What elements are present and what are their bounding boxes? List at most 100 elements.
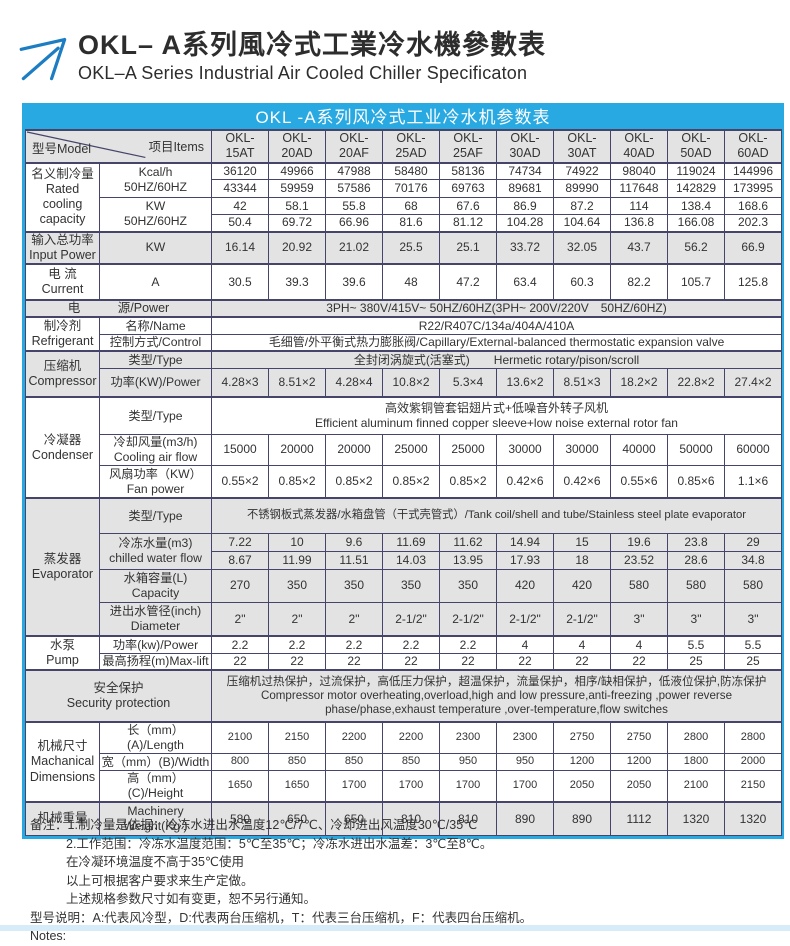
pump-power-value: 2.2 [382, 635, 440, 654]
compressor-power-value: 8.51×2 [268, 367, 326, 398]
max-lift-value: 22 [211, 652, 269, 671]
chilled-water-50hz-value: 19.6 [610, 532, 668, 552]
kw-50hz-value: 87.2 [553, 197, 611, 215]
kw-60hz-value: 104.28 [496, 214, 554, 232]
pipe-diameter-value: 2" [268, 601, 326, 637]
cooling-air-flow-value: 25000 [439, 433, 497, 466]
table-row: 功率(KW)/Power 4.28×3 8.51×2 4.28×4 10.8×2 5.3×… [26, 367, 782, 398]
sub-label-max-lift: 最高扬程(m)Max-lift [99, 652, 212, 671]
sub-label-type: 类型/Type [99, 350, 212, 369]
note-line: 以上可根据客户要求来生产定做。 [66, 873, 254, 888]
row-label-refrigerant: 制冷剂 Refrigerant [25, 316, 100, 352]
row-label-cooling-capacity: 名义制冷量 Rated cooling capacity [25, 161, 100, 232]
width-value: 1200 [553, 753, 611, 771]
unit-kw: KW 50HZ/60HZ [99, 197, 212, 232]
kcalh-50hz-value: 58136 [439, 161, 497, 180]
kcalh-60hz-value: 59959 [268, 179, 326, 198]
pump-power-value: 4 [553, 635, 611, 654]
row-label-compressor: 压缩机 Compressor [25, 350, 100, 398]
refrigerant-control-value: 毛细管/外平衡式热力膨胀阀/Capillary/External-balance… [211, 333, 782, 352]
max-lift-value: 25 [724, 652, 782, 671]
compressor-power-value: 4.28×3 [211, 367, 269, 398]
table-row: 最高扬程(m)Max-lift 22 22 22 22 22 22 22 22 25 25 [26, 652, 782, 671]
kw-60hz-value: 104.64 [553, 214, 611, 232]
cooling-air-flow-value: 20000 [325, 433, 383, 466]
current-value: 60.3 [553, 263, 611, 301]
table-row: 高（mm）(C)/Height 1650 1650 1700 1700 1700 1700 2… [26, 769, 782, 803]
current-value: 63.4 [496, 263, 554, 301]
current-value: 105.7 [667, 263, 725, 301]
input-power-value: 25.5 [382, 230, 440, 265]
width-value: 800 [211, 753, 269, 771]
chilled-water-60hz-value: 11.51 [325, 550, 383, 570]
tank-capacity-value: 350 [382, 568, 440, 603]
tank-capacity-value: 580 [610, 568, 668, 603]
pipe-diameter-value: 2" [325, 601, 383, 637]
row-label-pump: 水泵 Pump [25, 635, 100, 671]
kw-50hz-value: 42 [211, 197, 269, 215]
model-header-cell: OKL- 15AT [211, 129, 269, 163]
tank-capacity-value: 350 [325, 568, 383, 603]
height-value: 2150 [724, 769, 782, 803]
input-power-value: 21.02 [325, 230, 383, 265]
tank-capacity-value: 580 [667, 568, 725, 603]
height-value: 2050 [553, 769, 611, 803]
compressor-power-value: 10.8×2 [382, 367, 440, 398]
chilled-water-50hz-value: 15 [553, 532, 611, 552]
cooling-air-flow-value: 25000 [382, 433, 440, 466]
weight-value: 1320 [667, 800, 725, 837]
compressor-power-value: 4.28×4 [325, 367, 383, 398]
tank-capacity-value: 420 [553, 568, 611, 603]
cooling-air-flow-value: 40000 [610, 433, 668, 466]
pipe-diameter-value: 2-1/2" [496, 601, 554, 637]
table-row: 50.4 69.72 66.96 81.6 81.12 104.28 104.64 136.8… [26, 214, 782, 232]
compressor-power-value: 5.3×4 [439, 367, 497, 398]
sub-label-height: 高（mm）(C)/Height [99, 769, 212, 803]
spec-table-frame: OKL -A系列风冷式工业冷水机参数表 型号Model 项目Items OKL- 1… [22, 103, 784, 840]
height-value: 1700 [325, 769, 383, 803]
diagonal-divider [26, 131, 146, 159]
kcalh-50hz-value: 98040 [610, 161, 668, 180]
unit-a: A [99, 263, 212, 301]
height-value: 1700 [439, 769, 497, 803]
compressor-power-value: 13.6×2 [496, 367, 554, 398]
tank-capacity-value: 350 [439, 568, 497, 603]
kcalh-50hz-value: 58480 [382, 161, 440, 180]
model-header-cell: OKL- 50AD [667, 129, 725, 163]
kw-50hz-value: 114 [610, 197, 668, 215]
table-row: 风扇功率（KW） Fan power 0.55×2 0.85×2 0.85×2 0.85… [26, 464, 782, 499]
tank-capacity-value: 420 [496, 568, 554, 603]
max-lift-value: 22 [439, 652, 497, 671]
chilled-water-60hz-value: 14.03 [382, 550, 440, 570]
table-row: 冷却风量(m3/h) Cooling air flow 15000 20000 200… [26, 433, 782, 466]
length-value: 2200 [325, 721, 383, 755]
pump-power-value: 4 [496, 635, 554, 654]
current-value: 82.2 [610, 263, 668, 301]
weight-value: 890 [496, 800, 554, 837]
max-lift-value: 22 [268, 652, 326, 671]
sub-label-power: 功率(kw)/Power [99, 635, 212, 654]
kw-60hz-value: 81.6 [382, 214, 440, 232]
kw-50hz-value: 58.1 [268, 197, 326, 215]
arrow-icon [19, 37, 67, 81]
length-value: 2800 [667, 721, 725, 755]
current-value: 30.5 [211, 263, 269, 301]
cooling-air-flow-value: 30000 [496, 433, 554, 466]
height-value: 2050 [610, 769, 668, 803]
pipe-diameter-value: 3" [610, 601, 668, 637]
row-label-power-source: 电 源/Power [25, 298, 212, 318]
fan-power-value: 0.85×2 [325, 464, 383, 499]
table-caption: OKL -A系列风冷式工业冷水机参数表 [25, 106, 781, 129]
note-line: 型号说明：A:代表风冷型，D:代表两台压缩机，T：代表三台压缩机，F：代表四台压… [30, 910, 533, 925]
spec-table: 型号Model 项目Items OKL- 15AT OKL- 20AD OKL- 20A… [25, 129, 782, 837]
current-value: 39.3 [268, 263, 326, 301]
kw-60hz-value: 202.3 [724, 214, 782, 232]
model-header-cell: OKL- 40AD [610, 129, 668, 163]
weight-value: 810 [382, 800, 440, 837]
note-line: 2.工作范围：冷冻水温度范围：5℃至35℃；冷冻水进出水温差：3℃至8℃。 [66, 836, 493, 851]
max-lift-value: 25 [667, 652, 725, 671]
table-row: 冷凝器 Condenser 类型/Type 高效紫铜管套铝翅片式+低噪音外转子风机 … [25, 396, 782, 499]
height-value: 1700 [382, 769, 440, 803]
row-label-dimensions: 机械尺寸 Machanical Dimensions [25, 721, 100, 803]
model-header-cell: OKL- 25AD [382, 129, 440, 163]
